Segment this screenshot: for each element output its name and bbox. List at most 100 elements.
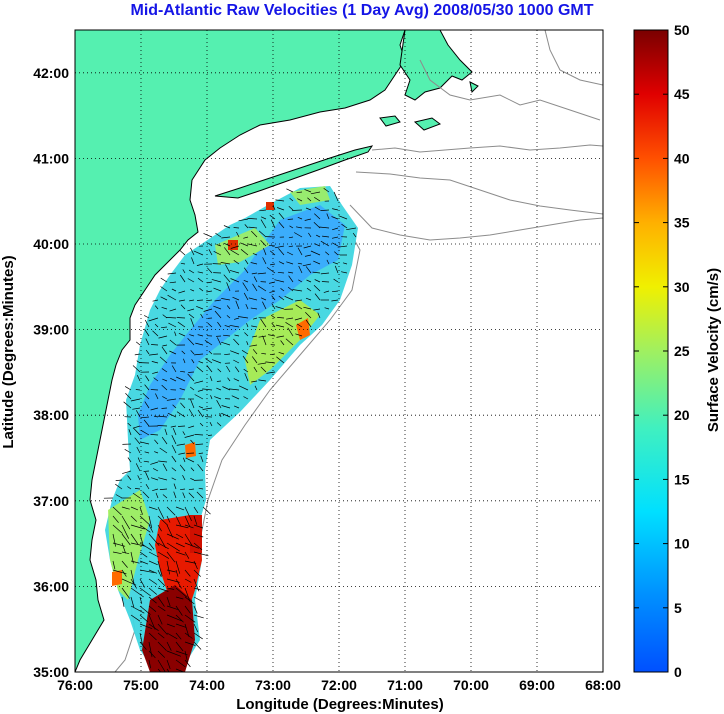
velocity-vector [244, 259, 249, 265]
hotspot-red-east [190, 515, 202, 553]
velocity-vector [171, 444, 177, 454]
colorbar-tick-label: 10 [674, 536, 690, 552]
velocity-vector [223, 274, 231, 283]
velocity-vector [320, 240, 330, 247]
velocity-vector [224, 247, 231, 256]
velocity-vector [144, 319, 150, 328]
latitude-tick-labels: 42:00 41:00 40:00 39:00 38:00 37:00 36:00 35:00 [33, 65, 69, 680]
velocity-vector [260, 318, 267, 328]
velocity-vector [298, 279, 303, 283]
velocity-vector [152, 371, 159, 374]
velocity-vector [243, 292, 249, 301]
velocity-vector [305, 207, 312, 211]
velocity-vector [252, 335, 258, 338]
velocity-vector [292, 209, 303, 211]
velocity-vector [144, 315, 150, 319]
velocity-vector [112, 560, 116, 570]
velocity-vector [161, 384, 168, 391]
velocity-vector [187, 373, 195, 382]
velocity-vector [166, 542, 180, 552]
velocity-vector [196, 491, 204, 499]
velocity-vector [166, 650, 182, 657]
velocity-vector [179, 250, 186, 256]
velocity-vector [135, 463, 141, 472]
velocity-vector [190, 477, 195, 481]
velocity-vector [198, 487, 204, 490]
velocity-vector [286, 261, 294, 265]
velocity-vector [152, 468, 159, 472]
velocity-vector [193, 542, 203, 551]
velocity-vector [184, 632, 193, 639]
velocity-vector [208, 249, 213, 256]
velocity-vector [333, 191, 339, 202]
velocity-vector [295, 333, 303, 337]
velocity-vector [198, 406, 204, 409]
velocity-vector [139, 551, 148, 558]
velocity-vector [121, 542, 126, 554]
velocity-vector [166, 506, 176, 516]
velocity-vector [184, 596, 195, 605]
velocity-vector [278, 212, 285, 220]
velocity-vector [130, 533, 139, 545]
velocity-vector [188, 408, 195, 418]
velocity-vector [193, 587, 202, 591]
velocity-vector [334, 265, 339, 274]
velocity-vector [144, 451, 150, 454]
velocity-vector [180, 488, 186, 491]
velocity-vector [166, 605, 178, 610]
velocity-vector [207, 267, 213, 274]
velocity-vector [200, 313, 204, 319]
velocity-vector [278, 221, 285, 229]
velocity-vector [130, 524, 145, 530]
velocity-vector [234, 334, 240, 337]
velocity-vector [166, 623, 176, 628]
velocity-vector [241, 350, 249, 355]
velocity-vector [150, 407, 159, 411]
velocity-vector [157, 596, 165, 607]
velocity-vector [289, 197, 294, 202]
velocity-vector [193, 632, 203, 640]
velocity-vector [275, 306, 285, 310]
map-grid [75, 30, 603, 672]
velocity-vector [194, 434, 204, 436]
velocity-vector [247, 243, 258, 247]
velocity-vector [167, 272, 177, 275]
velocity-vector [314, 293, 321, 301]
velocity-vector [197, 271, 204, 274]
velocity-vector [148, 317, 159, 322]
velocity-vector [148, 578, 158, 585]
velocity-vector [227, 377, 231, 382]
velocity-vector [249, 344, 258, 347]
velocity-vector [115, 483, 123, 490]
velocity-vector [181, 350, 186, 355]
velocity-vector [124, 386, 132, 391]
velocity-vector [261, 352, 267, 355]
velocity-vector [197, 389, 204, 392]
cape-cod [399, 30, 473, 101]
velocity-vector [266, 267, 276, 274]
colorbar-tick-label: 50 [674, 22, 690, 38]
velocity-vector [296, 323, 303, 328]
velocity-vector [236, 231, 240, 238]
velocity-vector [209, 422, 213, 427]
velocity-vector [253, 276, 258, 283]
velocity-vector [171, 365, 177, 373]
velocity-vector [243, 368, 249, 373]
velocity-vector [175, 578, 182, 589]
velocity-vector [179, 464, 186, 472]
velocity-vector [139, 524, 151, 533]
velocity-vector [230, 249, 240, 256]
velocity-vector [173, 491, 177, 499]
velocity-vector [184, 506, 192, 522]
velocity-vector [130, 506, 139, 511]
velocity-vector [139, 542, 152, 551]
velocity-vector [196, 305, 204, 310]
velocity-vector [277, 317, 285, 319]
velocity-vector [199, 422, 204, 427]
velocity-vector [205, 358, 213, 364]
velocity-vector [193, 515, 198, 525]
velocity-vector [121, 560, 128, 568]
velocity-vector [262, 301, 267, 310]
velocity-vector [175, 533, 184, 539]
velocity-vector [200, 455, 204, 463]
